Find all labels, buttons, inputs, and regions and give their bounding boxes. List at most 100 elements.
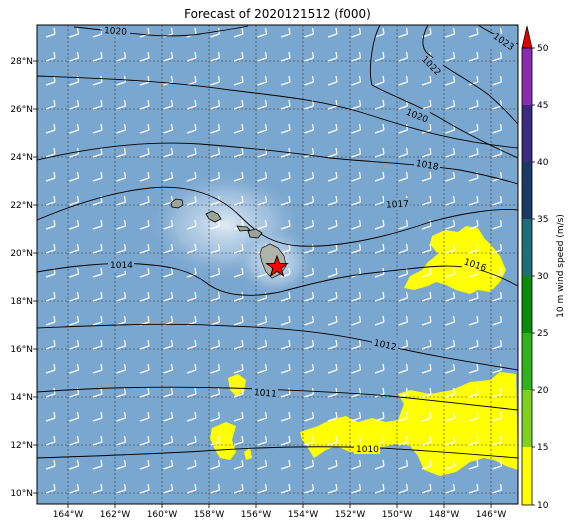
wind-barb (139, 291, 150, 302)
wind-barb (45, 147, 56, 158)
wind-barb (374, 99, 385, 110)
wind-barb (421, 435, 432, 446)
contour-label-1011: 1011 (254, 388, 278, 400)
wind-barb (257, 315, 268, 326)
wind-barb (374, 267, 385, 278)
wind-barb (163, 339, 174, 350)
colorbar-tick-label: 25 (537, 329, 548, 339)
wind-barb (280, 171, 291, 182)
wind-barb (45, 459, 56, 470)
wind-barb (45, 195, 56, 206)
wind-barb (492, 339, 503, 350)
wind-barb (92, 387, 103, 398)
wind-barb (327, 27, 338, 38)
lon-label: 164°W (53, 510, 84, 520)
colorbar-tick-label: 50 (537, 44, 549, 54)
wind-barb (304, 291, 315, 302)
wind-barb (69, 363, 80, 374)
wind-barb (492, 411, 503, 422)
wind-barb (257, 123, 268, 134)
wind-barb (280, 267, 291, 278)
wind-barb (351, 75, 362, 86)
wind-barb (163, 147, 174, 158)
wind-barb (69, 123, 80, 134)
wind-barb (45, 435, 56, 446)
wind-barb (492, 75, 503, 86)
wind-barb (92, 435, 103, 446)
island-oahu (205, 210, 222, 223)
wind-barb (186, 435, 197, 446)
wind-barb (351, 243, 362, 254)
wind-barb (280, 363, 291, 374)
lat-label: 16°N (10, 345, 33, 355)
wind-barb (163, 99, 174, 110)
lat-label: 28°N (10, 57, 33, 67)
wind-barb (374, 315, 385, 326)
wind-barb (163, 243, 174, 254)
wind-barb (92, 483, 103, 494)
wind-barb (468, 339, 479, 350)
lon-label: 160°W (147, 510, 178, 520)
wind-barb (304, 435, 315, 446)
wind-barb (398, 459, 409, 470)
lat-label: 20°N (10, 249, 33, 259)
wind-barb (69, 459, 80, 470)
wind-barb (421, 315, 432, 326)
wind-barb (139, 243, 150, 254)
wind-barb (280, 435, 291, 446)
red-star-marker (265, 254, 289, 277)
wind-barb (186, 387, 197, 398)
wind-barb (421, 339, 432, 350)
contour-label-1014: 1014 (110, 261, 133, 271)
isobar (37, 386, 518, 411)
wind-barb (445, 387, 456, 398)
wind-barb (398, 219, 409, 230)
wind-barb (398, 411, 409, 422)
wind-barb (445, 435, 456, 446)
wind-barb (280, 123, 291, 134)
wind-barb (116, 483, 127, 494)
wind-barb (304, 51, 315, 62)
wind-barb (116, 315, 127, 326)
wind-barb (116, 411, 127, 422)
wind-barb (351, 99, 362, 110)
wind-barb (327, 315, 338, 326)
wind-barb (492, 219, 503, 230)
wind-barb (304, 195, 315, 206)
wind-barb (327, 435, 338, 446)
colorbar-tick-label: 10 (537, 501, 549, 511)
wind-barb (233, 363, 244, 374)
wind-barb (351, 147, 362, 158)
wind-barb (45, 363, 56, 374)
wind-barb (233, 75, 244, 86)
lat-label: 18°N (10, 297, 33, 307)
wind-barb (257, 411, 268, 422)
wind-barb (445, 339, 456, 350)
wind-barb (92, 147, 103, 158)
wind-barb (280, 315, 291, 326)
wind-barb (139, 195, 150, 206)
wind-barb (257, 171, 268, 182)
wind-barb (210, 363, 221, 374)
colorbar-extend-triangle (521, 25, 533, 49)
wind-barb (398, 171, 409, 182)
lon-label: 156°W (241, 510, 272, 520)
wind-barb (45, 339, 56, 350)
wind-barb (116, 291, 127, 302)
wind-barb (468, 219, 479, 230)
wind-barb (210, 243, 221, 254)
wind-barb (92, 363, 103, 374)
wind-barb (304, 363, 315, 374)
wind-barb (210, 483, 221, 494)
wind-barb (92, 267, 103, 278)
wind-barb (468, 315, 479, 326)
wind-barb (445, 147, 456, 158)
wind-barb (116, 75, 127, 86)
wind-barb (233, 51, 244, 62)
wind-barb (233, 435, 244, 446)
wind-barb (69, 219, 80, 230)
wind-barb (492, 459, 503, 470)
wind-barb (351, 51, 362, 62)
wind-barb (92, 291, 103, 302)
lon-label: 152°W (335, 510, 366, 520)
